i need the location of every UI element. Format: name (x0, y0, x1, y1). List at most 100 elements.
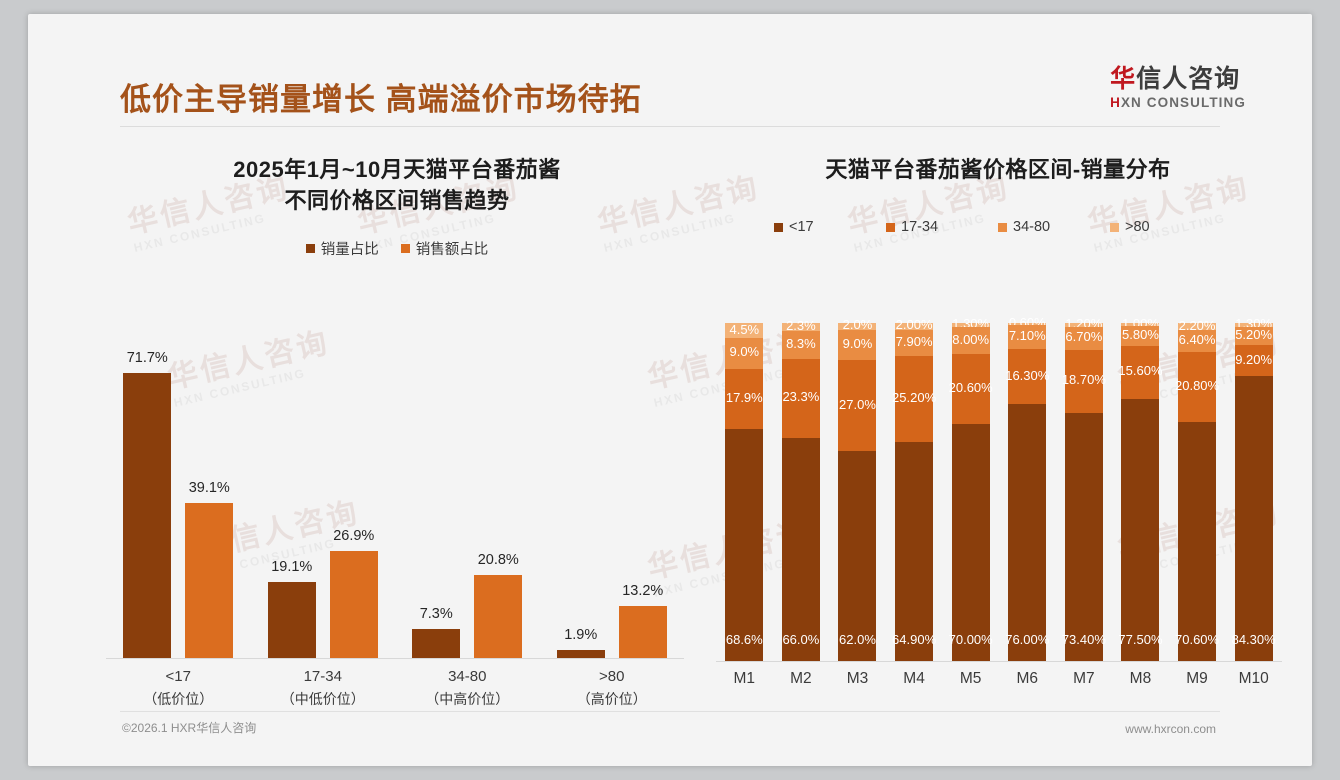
legend-item-0[interactable]: 销量占比 (305, 238, 379, 259)
stack-segment[interactable]: 9.20% (1234, 344, 1273, 377)
stack-segment[interactable]: 17.9% (725, 368, 764, 430)
stack-segment[interactable]: 68.6% (725, 429, 764, 661)
stack-segment[interactable]: 2.0% (838, 317, 877, 332)
stack-segment[interactable]: 6.40% (1178, 330, 1217, 353)
bar-value-label: 7.3% (419, 605, 453, 622)
stacked-column[interactable]: 2.20% 6.40% 20.80% 70.60% (1169, 318, 1226, 661)
header-divider (120, 126, 1220, 127)
stack: 2.3% 8.3% 23.3% 66.0% (781, 318, 820, 661)
x-axis-label: M10 (1238, 670, 1269, 687)
footer-copyright: ©2026.1 HXR华信人咨询 (122, 721, 257, 735)
bar[interactable]: 26.9% (329, 528, 378, 658)
stack-segment[interactable]: 66.0% (781, 437, 820, 661)
legend-swatch-icon (1110, 222, 1119, 232)
bar-value-label: 71.7% (126, 350, 168, 366)
stack-segment[interactable]: 20.60% (949, 354, 993, 425)
stack-segment[interactable]: 77.50% (1118, 398, 1163, 662)
bar[interactable]: 19.1% (267, 559, 316, 658)
chart-panel-right: 天猫平台番茄酱价格区间-销量分布 <17 17-34 34-80 >80 4.5% 9.… (708, 154, 1288, 714)
segment-value-label: 73.40% (1061, 632, 1106, 647)
bar-group: 7.3% 20.8% (395, 340, 540, 658)
x-axis-label: 17-34 （中低价位） (251, 666, 396, 710)
stack-segment[interactable]: 20.80% (1175, 352, 1219, 423)
stack-segment[interactable]: 2.20% (1178, 318, 1217, 333)
segment-value-label: 2.00% (895, 317, 933, 333)
stack: 1.30% 8.00% 20.60% 70.00% (949, 316, 993, 661)
stack-segment[interactable]: 15.60% (1118, 346, 1163, 399)
stack-segment[interactable]: 27.0% (838, 360, 877, 452)
legend-item-1[interactable]: 17-34 (886, 219, 998, 235)
legend-label: >80 (1125, 219, 1150, 236)
right-chart-x-labels: M1 M2 M3 M4 M5 M6 M7 M8 M9 M10 (716, 670, 1282, 688)
stacked-column[interactable]: 1.30% 8.00% 20.60% 70.00% (942, 316, 999, 661)
stack-segment[interactable]: 70.00% (949, 424, 993, 661)
bar[interactable]: 13.2% (618, 583, 667, 658)
stack-segment[interactable]: 25.20% (892, 356, 936, 442)
bar[interactable]: 71.7% (123, 350, 172, 658)
stack-segment[interactable]: 62.0% (838, 451, 877, 662)
segment-value-label: 2.20% (1178, 317, 1216, 333)
stack-segment[interactable]: 9.0% (838, 329, 877, 361)
logo-english-rest: XN CONSULTING (1120, 95, 1246, 111)
bar[interactable]: 1.9% (556, 627, 605, 658)
legend-item-3[interactable]: >80 (1110, 219, 1222, 235)
left-chart-plot: 71.7% 39.1% 19.1% 26.9% 7.3% 20.8% 1.9% 13.2% (92, 329, 702, 659)
stacked-column[interactable]: 2.0% 9.0% 27.0% 62.0% (829, 317, 886, 662)
bar-value-label: 13.2% (622, 582, 664, 599)
footer-website: www.hxrcon.com (1125, 722, 1216, 736)
stack-segment[interactable]: 8.00% (951, 327, 990, 355)
segment-value-label: 9.20% (1235, 351, 1273, 367)
segment-value-label: 5.80% (1122, 327, 1159, 343)
stacked-column[interactable]: 1.00% 5.80% 15.60% 77.50% (1112, 316, 1169, 662)
bar[interactable]: 7.3% (412, 606, 461, 658)
stack-segment[interactable]: 2.3% (781, 318, 820, 333)
stacked-column[interactable]: 2.00% 7.90% 25.20% 64.90% (886, 317, 943, 661)
stack-segment[interactable]: 18.70% (1061, 349, 1106, 413)
x-axis-label-sub: （低价位） (143, 690, 214, 707)
stacked-column[interactable]: 1.20% 6.70% 18.70% 73.40% (1056, 316, 1113, 661)
stacked-column[interactable]: 0.60% 7.10% 16.30% 76.00% (999, 315, 1056, 661)
stacked-column[interactable]: 4.5% 9.0% 17.9% 68.6% (716, 322, 773, 661)
bar-group: 19.1% 26.9% (251, 340, 396, 658)
stack-segment[interactable]: 84.30% (1232, 376, 1276, 661)
segment-value-label: 62.0% (839, 632, 876, 648)
legend-item-2[interactable]: 34-80 (998, 219, 1110, 235)
stack-segment[interactable]: 4.5% (725, 322, 764, 339)
stacked-column[interactable]: 2.3% 8.3% 23.3% 66.0% (773, 318, 830, 661)
bar[interactable]: 39.1% (185, 480, 234, 658)
stack-segment[interactable]: 7.10% (1008, 325, 1047, 350)
segment-value-label: 18.70% (1061, 372, 1106, 388)
stack-segment[interactable]: 2.00% (895, 317, 934, 332)
legend-item-0[interactable]: <17 (774, 219, 886, 235)
stack-segment[interactable]: 73.40% (1061, 412, 1106, 661)
bar[interactable]: 20.8% (474, 552, 523, 658)
stack-segment[interactable]: 16.30% (1005, 349, 1049, 405)
stack-segment[interactable]: 6.70% (1064, 327, 1103, 350)
left-chart-title: 2025年1月~10月天猫平台番茄酱 不同价格区间销售趋势 (92, 154, 702, 216)
legend-swatch-icon (305, 244, 315, 254)
stack: 2.00% 7.90% 25.20% 64.90% (892, 317, 936, 661)
logo-english: HXN CONSULTING (1110, 95, 1246, 110)
stack-segment[interactable]: 5.20% (1234, 327, 1273, 345)
segment-value-label: 27.0% (839, 396, 876, 412)
segment-value-label: 76.00% (1005, 632, 1050, 647)
legend-item-1[interactable]: 销售额占比 (400, 238, 488, 259)
x-axis-label: 34-80 （中高价位） (395, 666, 540, 710)
segment-value-label: 9.0% (729, 344, 760, 360)
stacked-column[interactable]: 1.30% 5.20% 9.20% 84.30% (1225, 316, 1282, 661)
stack-segment[interactable]: 7.90% (895, 329, 934, 357)
chart-panel-left: 2025年1月~10月天猫平台番茄酱 不同价格区间销售趋势 销量占比 销售额占比 … (92, 154, 702, 714)
bar-value-label: 19.1% (271, 559, 313, 576)
legend-label: 销量占比 (320, 242, 379, 259)
segment-value-label: 5.20% (1235, 327, 1273, 343)
stack-segment[interactable]: 5.80% (1121, 326, 1160, 347)
x-axis-label: M8 (1129, 670, 1152, 687)
stack-segment[interactable]: 76.00% (1005, 404, 1050, 661)
stack-segment[interactable]: 8.3% (781, 330, 820, 359)
stack-segment[interactable]: 64.90% (892, 441, 936, 661)
segment-value-label: 7.90% (895, 334, 933, 350)
stack-segment[interactable]: 23.3% (781, 358, 820, 438)
left-chart-title-line2: 不同价格区间销售趋势 (284, 188, 510, 214)
stack-segment[interactable]: 70.60% (1175, 422, 1219, 661)
stack-segment[interactable]: 9.0% (725, 338, 764, 369)
